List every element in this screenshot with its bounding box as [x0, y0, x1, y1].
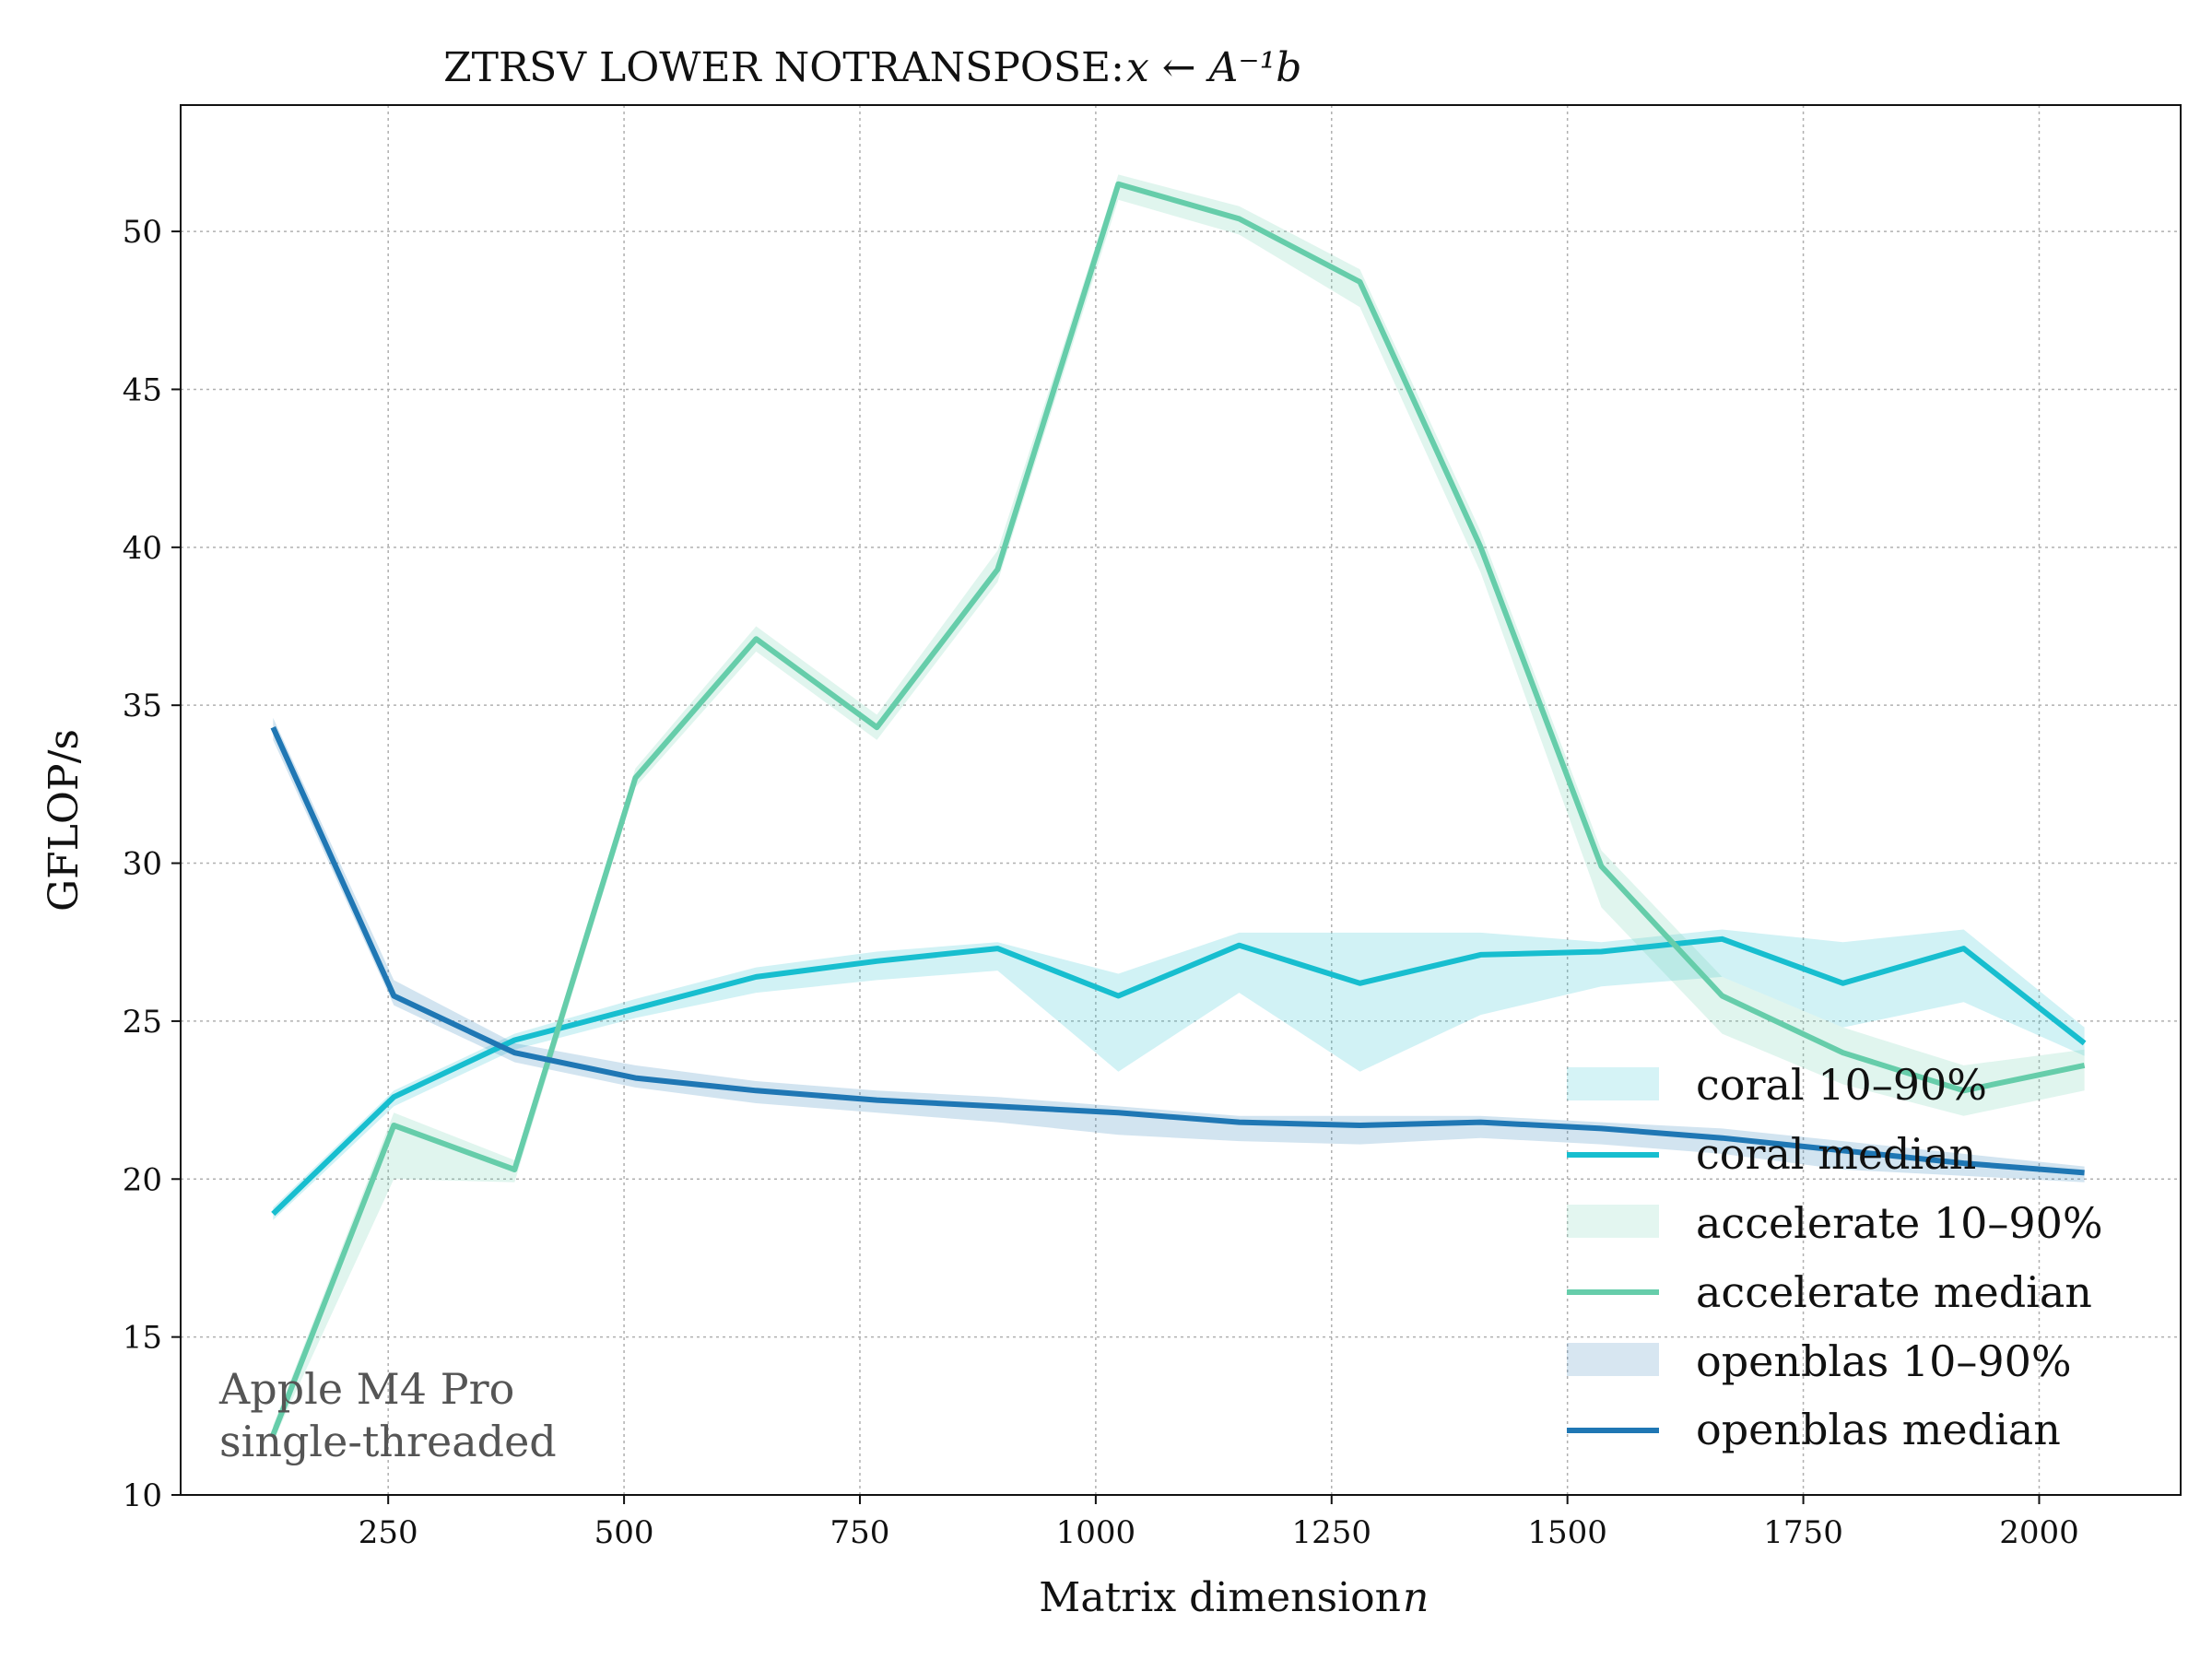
- y-axis-label: GFLOP/s: [41, 729, 88, 912]
- x-tick-label: 1500: [1527, 1514, 1607, 1551]
- x-tick-label: 1000: [1056, 1514, 1136, 1551]
- y-tick-label: 20: [123, 1161, 162, 1198]
- y-tick-label: 15: [123, 1320, 162, 1357]
- legend-label-coral-median: coral median: [1696, 1129, 1976, 1179]
- coral-percentile-band: [273, 929, 2085, 1220]
- median-lines: [270, 181, 2087, 1436]
- chart-title: ZTRSV LOWER NOTRANSPOSE:: [443, 44, 1124, 91]
- legend-label-coral-band: coral 10–90%: [1696, 1060, 1987, 1110]
- legend-label-accelerate-median: accelerate median: [1696, 1267, 2092, 1317]
- percentile-bands: [273, 174, 2085, 1441]
- x-axis-label-math: n: [1403, 1574, 1429, 1621]
- annotation-line-1: Apple M4 Pro: [218, 1364, 514, 1414]
- y-tick-label: 50: [123, 214, 162, 251]
- accelerate-median-line: [270, 181, 2086, 1436]
- x-tick-label: 750: [830, 1514, 890, 1551]
- x-tick-label: 1750: [1763, 1514, 1843, 1551]
- y-tick-label: 25: [123, 1004, 162, 1041]
- legend-swatch-accelerate-band: [1567, 1205, 1659, 1238]
- coral-median-line: [271, 935, 2087, 1217]
- x-axis-label: Matrix dimension: [1039, 1574, 1401, 1621]
- x-tick-label: 1250: [1292, 1514, 1372, 1551]
- y-tick-label: 35: [123, 688, 162, 724]
- legend-label-accelerate-band: accelerate 10–90%: [1696, 1198, 2103, 1248]
- openblas-median-line: [270, 725, 2085, 1176]
- annotation-line-2: single-threaded: [219, 1417, 557, 1466]
- axes: 250 500 750 1000 1250 1500 1750 2000 10 15 20 25 30 3…: [123, 104, 2182, 1551]
- legend-swatch-openblas-band: [1567, 1343, 1659, 1376]
- x-tick-label: 500: [594, 1514, 654, 1551]
- y-tick-label: 10: [123, 1477, 162, 1514]
- legend-label-openblas-median: openblas median: [1696, 1405, 2061, 1454]
- legend-swatch-coral-band: [1567, 1067, 1659, 1100]
- x-tick-label: 250: [359, 1514, 418, 1551]
- x-tick-label: 2000: [1999, 1514, 2079, 1551]
- y-tick-label: 40: [123, 530, 162, 567]
- y-tick-label: 30: [123, 846, 162, 883]
- legend-label-openblas-band: openblas 10–90%: [1696, 1336, 2072, 1386]
- y-tick-label: 45: [123, 371, 162, 408]
- plot-frame: [180, 104, 2182, 1496]
- legend: coral 10–90% coral median accelerate 10–…: [1567, 1060, 2103, 1454]
- chart-title-math: x ← A⁻¹b: [1126, 44, 1301, 91]
